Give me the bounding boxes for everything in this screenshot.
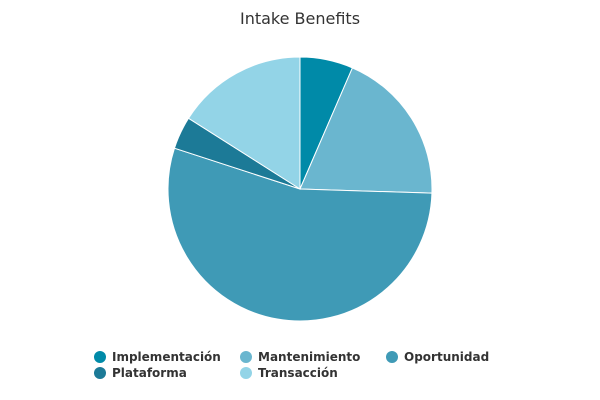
legend-label-plataforma: Plataforma <box>112 366 187 380</box>
legend-marker-oportunidad <box>386 351 398 363</box>
legend: Implementación Mantenimiento Oportunidad Pl… <box>94 350 489 380</box>
legend-item-transaccion[interactable]: Transacción <box>240 366 338 380</box>
pie-slice-oportunidad[interactable] <box>167 147 433 322</box>
legend-label-mantenimiento: Mantenimiento <box>258 350 360 364</box>
legend-marker-plataforma <box>94 367 106 379</box>
legend-label-oportunidad: Oportunidad <box>404 350 489 364</box>
pie-slice-transaccion[interactable] <box>187 56 301 190</box>
legend-label-transaccion: Transacción <box>258 366 338 380</box>
pie-slices <box>167 56 433 322</box>
legend-item-mantenimiento[interactable]: Mantenimiento <box>240 350 360 364</box>
legend-marker-mantenimiento <box>240 351 252 363</box>
legend-item-implementacion[interactable]: Implementación <box>94 350 221 364</box>
legend-marker-transaccion <box>240 367 252 379</box>
legend-item-plataforma[interactable]: Plataforma <box>94 366 187 380</box>
legend-label-implementacion: Implementación <box>112 350 221 364</box>
legend-item-oportunidad[interactable]: Oportunidad <box>386 350 489 364</box>
pie-slice-mantenimiento[interactable] <box>299 67 433 194</box>
chart-title: Intake Benefits <box>240 9 360 28</box>
legend-marker-implementacion <box>94 351 106 363</box>
